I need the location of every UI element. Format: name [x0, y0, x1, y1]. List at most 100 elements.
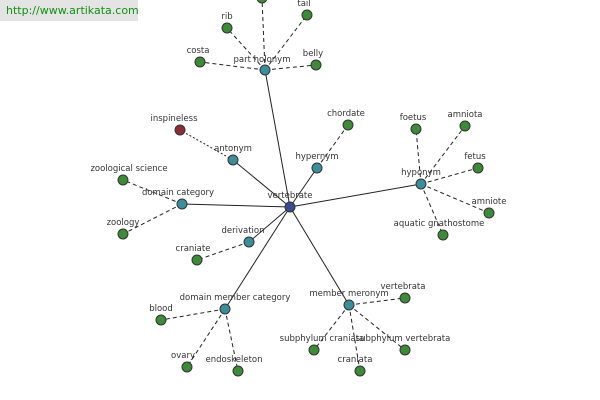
edge-category-to-leaf: [160, 308, 226, 321]
edge-category-to-leaf: [415, 128, 422, 185]
leaf-node-label: zoology: [107, 218, 140, 228]
category-node-dot[interactable]: [219, 303, 231, 315]
leaf-node-label: inspineless: [151, 114, 199, 124]
category-node-label: domain category: [142, 188, 214, 198]
category-node[interactable]: part holonym: [234, 55, 291, 76]
leaf-node-dot[interactable]: [410, 123, 422, 135]
category-node-label: member meronym: [309, 289, 388, 299]
leaf-node[interactable]: craniata: [338, 355, 373, 377]
category-node-dot[interactable]: [415, 178, 427, 190]
edge-category-to-leaf: [316, 124, 349, 169]
leaf-node[interactable]: ovary: [171, 351, 195, 373]
leaf-node-label: blood: [149, 304, 173, 314]
leaf-node-dot[interactable]: [308, 344, 320, 356]
edge-category-to-leaf: [196, 241, 250, 261]
leaf-node-dot[interactable]: [155, 314, 167, 326]
leaf-node[interactable]: blood: [149, 304, 173, 326]
leaf-node-dot[interactable]: [256, 0, 268, 4]
leaf-node[interactable]: [256, 0, 268, 4]
edge-category-to-leaf: [122, 179, 183, 205]
leaf-node-dot[interactable]: [221, 22, 233, 34]
leaf-node-label: amniote: [471, 197, 506, 207]
edge-category-to-leaf: [313, 304, 350, 351]
leaf-node-dot[interactable]: [117, 228, 129, 240]
leaf-node-label: subphylum vertebrata: [356, 334, 451, 344]
category-node-label: domain member category: [180, 293, 291, 303]
edge-category-to-leaf: [264, 14, 308, 71]
leaf-node[interactable]: foetus: [400, 113, 427, 135]
category-node-label: hyponym: [401, 168, 441, 178]
leaf-node[interactable]: inspineless: [151, 114, 199, 136]
leaf-node-dot[interactable]: [483, 207, 495, 219]
category-node[interactable]: domain category: [142, 188, 214, 210]
leaf-node-label: endoskeleton: [205, 355, 262, 365]
leaf-node-dot[interactable]: [459, 120, 471, 132]
leaf-node[interactable]: amniote: [471, 197, 507, 219]
leaf-node-label: tail: [297, 0, 310, 9]
leaf-node[interactable]: chordate: [327, 109, 365, 131]
edge-layer: [122, 0, 490, 372]
category-node[interactable]: hyponym: [401, 168, 441, 190]
leaf-node[interactable]: zoology: [107, 218, 140, 240]
leaf-node[interactable]: tail: [297, 0, 313, 21]
leaf-node[interactable]: craniate: [176, 244, 211, 266]
leaf-node[interactable]: belly: [303, 49, 323, 71]
leaf-node-dot[interactable]: [194, 56, 206, 68]
leaf-node[interactable]: amniota: [448, 110, 483, 132]
category-node[interactable]: antonym: [214, 144, 252, 166]
leaf-node-label: costa: [187, 46, 210, 56]
leaf-node-dot[interactable]: [174, 124, 186, 136]
leaf-node-dot[interactable]: [354, 365, 366, 377]
leaf-node[interactable]: rib: [221, 12, 233, 34]
category-node-dot[interactable]: [343, 299, 355, 311]
leaf-node[interactable]: subphylum vertebrata: [356, 334, 451, 356]
leaf-node[interactable]: aquatic gnathostome: [394, 219, 485, 241]
leaf-node-dot[interactable]: [399, 344, 411, 356]
leaf-node-dot[interactable]: [399, 292, 411, 304]
category-node-dot[interactable]: [259, 64, 271, 76]
leaf-node-dot[interactable]: [181, 361, 193, 373]
category-node[interactable]: hypernym: [295, 152, 339, 174]
edge-center-to-category: [232, 159, 291, 208]
category-node[interactable]: domain member category: [180, 293, 291, 315]
edge-center-to-category: [289, 183, 422, 208]
category-node-label: hypernym: [295, 152, 338, 162]
leaf-node-dot[interactable]: [117, 174, 129, 186]
edge-center-to-category: [248, 206, 291, 243]
leaf-node-label: fetus: [464, 152, 486, 162]
leaf-node-label: aquatic gnathostome: [394, 219, 485, 229]
category-node-dot[interactable]: [176, 198, 188, 210]
category-node[interactable]: member meronym: [309, 289, 389, 311]
leaf-node[interactable]: fetus: [464, 152, 486, 174]
edge-category-to-leaf: [261, 0, 266, 71]
leaf-node-dot[interactable]: [472, 162, 484, 174]
leaf-node-label: chordate: [327, 109, 365, 119]
category-node-dot[interactable]: [243, 236, 255, 248]
leaf-node-label: craniata: [338, 355, 373, 365]
leaf-node[interactable]: vertebrata: [381, 282, 426, 304]
center-node[interactable]: vertebrate: [268, 191, 313, 213]
leaf-node-label: rib: [221, 12, 232, 22]
edge-category-to-leaf: [199, 61, 266, 71]
leaf-node-dot[interactable]: [437, 229, 449, 241]
leaf-node-dot[interactable]: [342, 119, 354, 131]
edge-category-to-leaf: [420, 183, 490, 214]
leaf-node-dot[interactable]: [232, 365, 244, 377]
category-node-dot[interactable]: [227, 154, 239, 166]
leaf-node[interactable]: costa: [187, 46, 210, 68]
edge-category-to-leaf: [348, 297, 406, 306]
leaf-node-dot[interactable]: [191, 254, 203, 266]
center-node-dot[interactable]: [284, 201, 296, 213]
category-node-dot[interactable]: [311, 162, 323, 174]
leaf-node-label: ovary: [171, 351, 195, 361]
leaf-node-dot[interactable]: [310, 59, 322, 71]
category-node[interactable]: derivation: [221, 226, 265, 248]
leaf-node-dot[interactable]: [301, 9, 313, 21]
category-node-label: antonym: [214, 144, 252, 154]
edge-category-to-leaf: [264, 64, 317, 71]
leaf-node-label: belly: [303, 49, 323, 59]
leaf-node[interactable]: subphylum craniata: [280, 334, 365, 356]
edge-category-to-leaf: [420, 167, 479, 185]
leaf-node[interactable]: endoskeleton: [205, 355, 263, 377]
leaf-node[interactable]: zoological science: [90, 164, 168, 186]
